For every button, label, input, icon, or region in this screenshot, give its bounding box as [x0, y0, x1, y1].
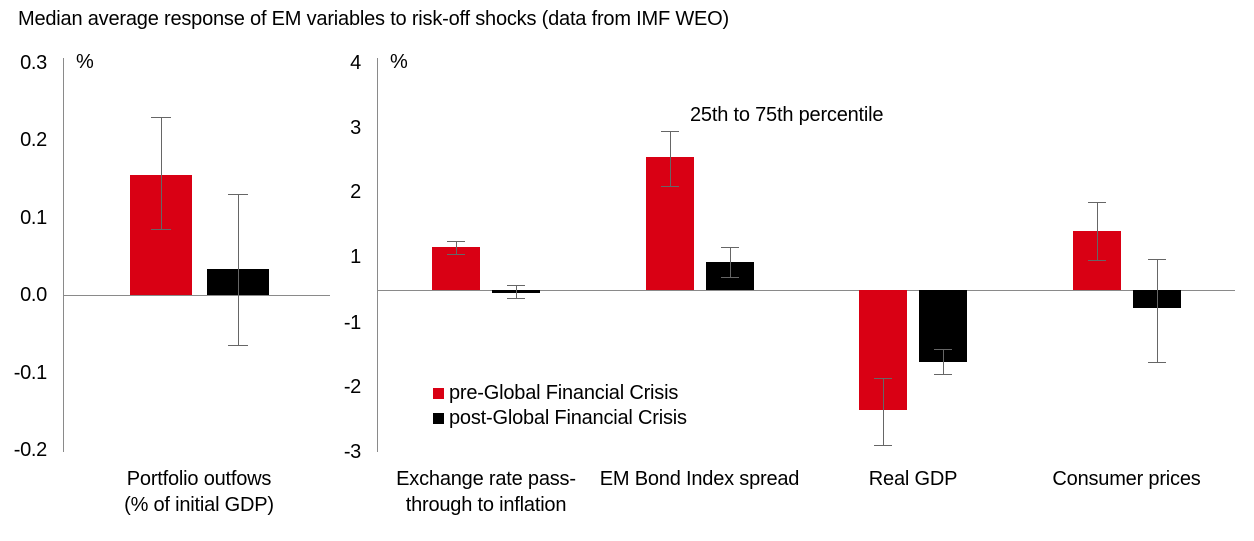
error-bar-cap-bottom [1147, 361, 1166, 363]
y-axis-tick-label: 1 [350, 246, 361, 268]
error-bar-line [516, 285, 517, 299]
legend-label: pre-Global Financial Crisis [449, 382, 679, 404]
category-label: Portfolio outfows (% of initial GDP) [124, 468, 274, 516]
y-axis-tick-label: 0.2 [20, 129, 47, 151]
error-bar-cap-top [660, 130, 679, 132]
legend: pre-Global Financial Crisis post-Global F… [433, 381, 687, 431]
error-bar-cap-top [507, 285, 525, 287]
error-bar-cap-bottom [1087, 260, 1106, 262]
y-axis-tick-label: 0.3 [20, 51, 47, 74]
y-axis-unit-label: % [390, 51, 408, 73]
y-axis-tick-label: -0.1 [13, 361, 48, 384]
legend-label: post-Global Financial Crisis [449, 407, 687, 429]
error-bar-line [160, 116, 162, 230]
y-axis-tick-label: -3 [343, 440, 361, 463]
y-axis-line [377, 58, 378, 452]
y-axis-tick-label: 0.1 [20, 206, 47, 229]
error-bar-cap-top [227, 194, 248, 196]
y-axis-tick-label: 3 [350, 116, 361, 139]
y-axis-tick-label: 0.0 [20, 284, 47, 306]
error-bar-cap-bottom [934, 374, 952, 376]
legend-swatch [433, 388, 444, 399]
error-bar-line [1096, 202, 1098, 261]
error-bar-cap-top [1147, 258, 1166, 260]
error-bar-line [883, 377, 884, 446]
category-label: Real GDP [868, 468, 958, 490]
error-bar-line [729, 247, 731, 277]
percentile-annotation: 25th to 75th percentile [690, 104, 884, 126]
error-bar-line [943, 348, 944, 375]
error-bar-cap-bottom [874, 445, 892, 447]
error-bar-cap-top [934, 348, 952, 350]
y-axis-tick-label: -0.2 [13, 439, 48, 461]
error-bar-cap-top [720, 247, 739, 249]
error-bar-cap-bottom [507, 298, 525, 300]
y-axis-tick-label: -1 [343, 312, 361, 334]
y-axis-unit-label: % [76, 51, 94, 73]
category-label: Exchange rate pass- through to inflation [396, 468, 576, 516]
y-axis-tick-label: 4 [350, 51, 361, 74]
zero-baseline [63, 295, 330, 296]
legend-item: pre-Global Financial Crisis [433, 381, 687, 406]
error-bar-line [669, 130, 671, 186]
error-bar-cap-top [874, 377, 892, 379]
y-axis-tick-label: 2 [350, 181, 361, 204]
chart-title: Median average response of EM variables … [18, 8, 729, 30]
legend-swatch [433, 413, 444, 424]
error-bar-cap-bottom [447, 253, 465, 255]
error-bar-line [1156, 258, 1158, 362]
zero-baseline [377, 290, 1235, 291]
error-bar-cap-top [1087, 202, 1106, 203]
error-bar-line [237, 194, 239, 346]
y-axis-line [63, 58, 64, 452]
error-bar-cap-bottom [227, 345, 248, 347]
error-bar-cap-top [447, 240, 465, 242]
category-label: EM Bond Index spread [599, 468, 800, 490]
y-axis-tick-label: -2 [343, 376, 361, 399]
error-bar-cap-bottom [660, 185, 679, 187]
error-bar-line [456, 240, 457, 254]
error-bar-cap-bottom [150, 229, 171, 231]
error-bar-cap-bottom [720, 276, 739, 278]
error-bar-cap-top [150, 116, 171, 118]
legend-item: post-Global Financial Crisis [433, 406, 687, 431]
category-label: Consumer prices [1052, 468, 1201, 490]
